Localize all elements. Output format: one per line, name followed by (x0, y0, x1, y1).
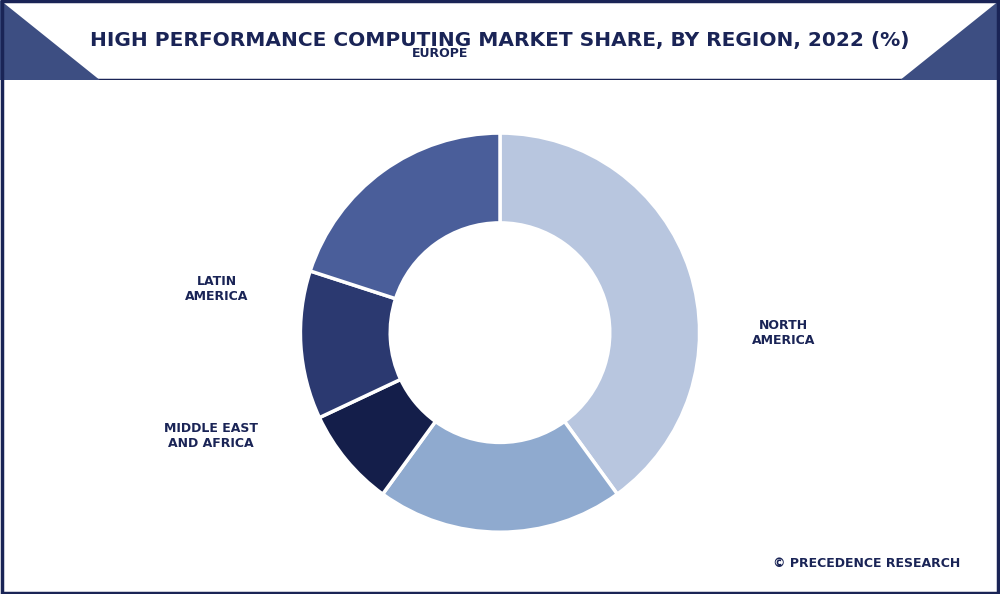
Wedge shape (383, 422, 617, 532)
Text: LATIN
AMERICA: LATIN AMERICA (185, 275, 248, 303)
Text: HIGH PERFORMANCE COMPUTING MARKET SHARE, BY REGION, 2022 (%): HIGH PERFORMANCE COMPUTING MARKET SHARE,… (90, 31, 910, 49)
Wedge shape (300, 271, 401, 418)
Text: NORTH
AMERICA: NORTH AMERICA (752, 318, 815, 347)
Text: MIDDLE EAST
AND AFRICA: MIDDLE EAST AND AFRICA (164, 422, 258, 450)
Text: EUROPE: EUROPE (412, 47, 468, 60)
Polygon shape (0, 0, 100, 80)
Wedge shape (310, 133, 500, 299)
Text: © PRECEDENCE RESEARCH: © PRECEDENCE RESEARCH (773, 557, 960, 570)
Wedge shape (500, 133, 700, 494)
Polygon shape (900, 0, 1000, 80)
Wedge shape (319, 380, 435, 494)
